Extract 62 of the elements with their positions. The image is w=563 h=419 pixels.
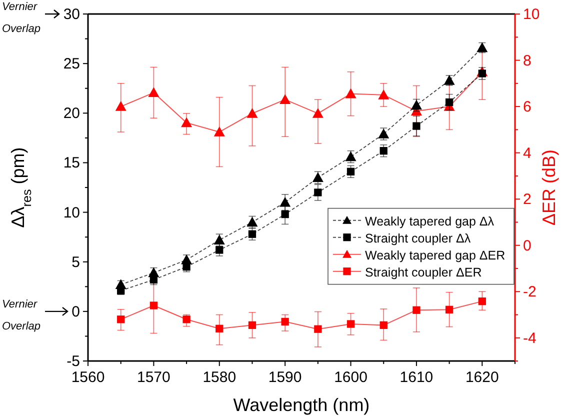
point (181, 117, 192, 128)
text: Vernier Overlap (2, 298, 41, 332)
point (314, 325, 322, 333)
point (216, 324, 224, 332)
legend-label: Straight coupler Δλ (365, 231, 472, 246)
point (117, 316, 125, 324)
y2-tick-label: 8 (523, 52, 532, 70)
point (148, 87, 160, 98)
x-tick-label: 1600 (334, 369, 368, 386)
point (445, 98, 454, 106)
point (380, 321, 388, 329)
legend-label: Weakly tapered gap ΔER (365, 248, 506, 262)
point (346, 168, 355, 176)
y2-tick-label: 6 (523, 98, 532, 116)
x-tick-label: 1560 (71, 369, 105, 386)
x-tick-label: 1580 (202, 369, 236, 386)
point (345, 88, 356, 98)
point (248, 230, 256, 238)
x-tick-label: 1610 (400, 369, 434, 386)
point (281, 210, 289, 218)
x-axis-title: Wavelength (nm) (233, 395, 370, 415)
point (346, 320, 355, 328)
point (378, 89, 390, 100)
text: Vernier Overlap (2, 1, 41, 35)
legend-label: Straight coupler ΔER (365, 265, 482, 280)
point (281, 318, 289, 326)
y-tick-label: -5 (66, 353, 80, 370)
point (248, 321, 256, 329)
y2-tick-label: -2 (523, 284, 536, 301)
point (478, 297, 486, 306)
y2-tick-label: 0 (523, 237, 532, 254)
x-tick-label: 1590 (268, 369, 302, 386)
point (380, 146, 388, 155)
legend-label: Weakly tapered gap Δλ (365, 214, 495, 228)
point (445, 306, 454, 314)
point (312, 108, 324, 118)
point (214, 126, 225, 136)
point (150, 302, 158, 310)
y2-tick-label: 2 (523, 191, 532, 208)
y-tick-label: 25 (63, 56, 80, 73)
point (115, 101, 126, 111)
y2-tick-label: 10 (523, 6, 540, 23)
point (412, 122, 420, 130)
point (280, 94, 291, 104)
y-tick-label: 20 (63, 105, 80, 122)
y2-tick-label: -4 (523, 330, 536, 347)
point (314, 188, 322, 196)
point (216, 246, 224, 254)
point (280, 196, 291, 207)
point (115, 279, 126, 290)
x-tick-label: 1570 (137, 369, 170, 386)
point (246, 108, 258, 118)
y2-tick-label: 4 (523, 144, 532, 162)
y-tick-label: 5 (72, 254, 80, 271)
point (182, 316, 190, 324)
x-tick-label: 1620 (465, 369, 499, 386)
y-tick-label: 15 (63, 154, 80, 172)
y-tick-label: 10 (63, 204, 80, 222)
point (412, 306, 420, 314)
y-tick-label: 0 (72, 303, 80, 320)
y-tick-label: 30 (63, 6, 80, 23)
y2-axis-title: ΔER (dB) (539, 149, 559, 226)
